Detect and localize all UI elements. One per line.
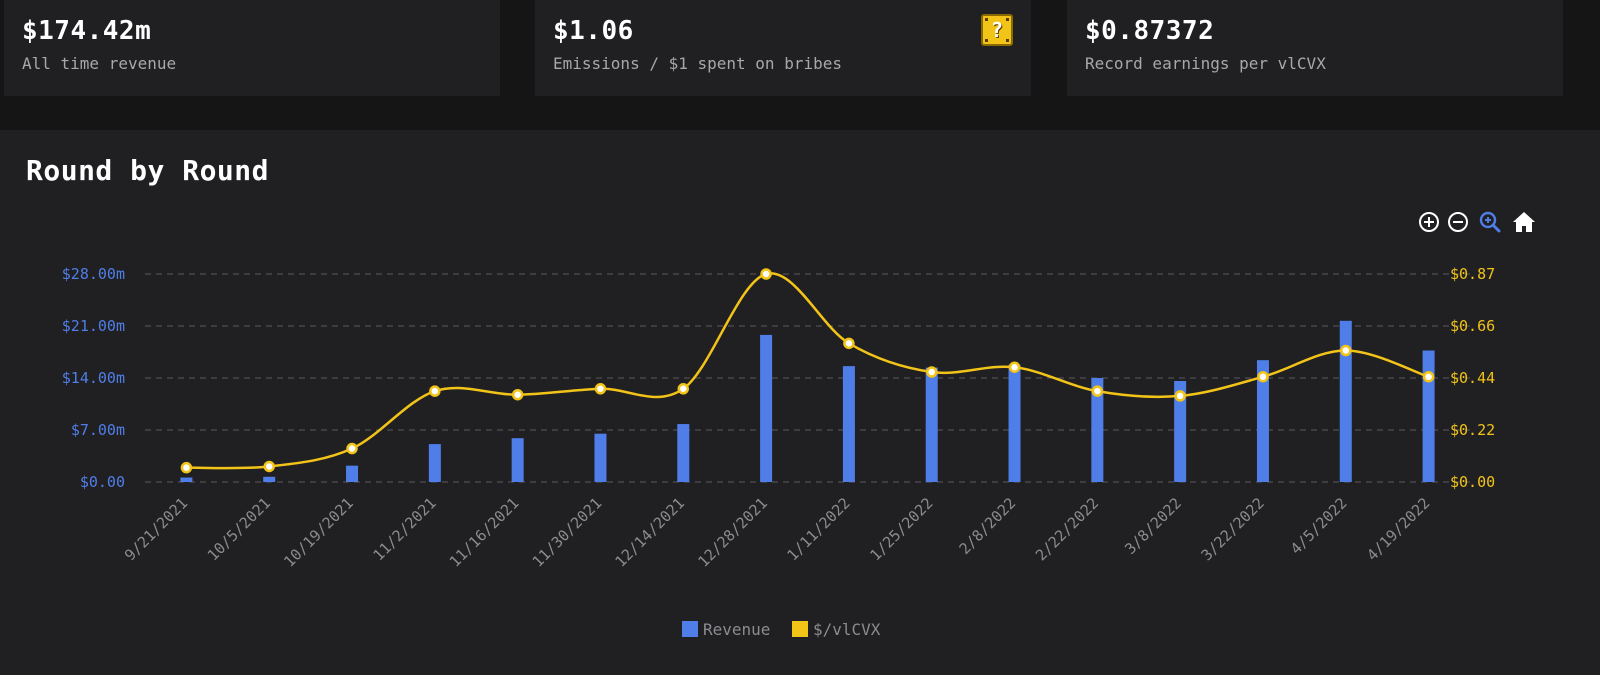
revenue-bar: [594, 433, 607, 482]
x-tick-label: 10/19/2021: [280, 494, 357, 571]
revenue-bar: [428, 444, 441, 482]
x-tick-label: 12/28/2021: [694, 494, 771, 571]
y-right-tick-label: $0.66: [1450, 317, 1495, 335]
x-tick-label: 2/22/2022: [1032, 494, 1102, 564]
revenue-bar: [346, 465, 359, 482]
stat-card-record-earnings: $0.87372 Record earnings per vlCVX: [1067, 0, 1563, 96]
revenue-bar: [842, 366, 855, 482]
x-tick-label: 10/5/2021: [204, 494, 274, 564]
home-icon[interactable]: [1512, 210, 1536, 234]
question-block-icon[interactable]: ?: [981, 14, 1013, 46]
stat-label: All time revenue: [22, 54, 177, 73]
y-right-tick-label: $0.87: [1450, 265, 1495, 283]
vlcvx-point: [843, 337, 855, 350]
vlcvx-point: [180, 461, 193, 474]
stat-label: Emissions / $1 spent on bribes: [553, 54, 842, 73]
vlcvx-point: [1257, 371, 1269, 383]
legend-swatch-vlcvx: [792, 621, 808, 637]
revenue-bar: [1008, 364, 1021, 482]
zoom-select-icon[interactable]: [1478, 210, 1502, 234]
legend-layer: Revenue $/vlCVX: [682, 620, 881, 639]
panel-title: Round by Round: [26, 154, 270, 187]
revenue-bar: [263, 476, 276, 482]
vlcvx-point: [760, 268, 772, 280]
x-tick-label: 1/25/2022: [866, 494, 936, 564]
vlcvx-point: [263, 460, 275, 473]
y-left-tick-label: $7.00m: [71, 421, 125, 439]
round-by-round-panel: $0.00 $7.00m $14.00m $21.00m $28.00m $0.00 $0.…: [0, 130, 1600, 675]
y-right-tick-label: $0.22: [1450, 421, 1495, 439]
y-right-tick-label: $0.44: [1450, 369, 1495, 387]
line-layer: [180, 268, 1435, 474]
revenue-bar: [511, 438, 524, 482]
revenue-bar: [925, 367, 938, 482]
vlcvx-point: [1422, 371, 1435, 383]
revenue-bar: [1339, 320, 1352, 482]
vlcvx-point: [1008, 361, 1021, 373]
x-tick-label: 11/16/2021: [446, 494, 523, 571]
vlcvx-point: [677, 383, 690, 395]
legend-swatch-revenue: [682, 621, 698, 637]
x-tick-label: 9/21/2021: [121, 494, 191, 564]
revenue-bar: [1174, 380, 1187, 482]
stat-value: $1.06: [553, 16, 634, 46]
vlcvx-line: [186, 272, 1429, 470]
x-tick-label: 1/11/2022: [784, 494, 854, 564]
vlcvx-point: [1091, 385, 1104, 397]
vlcvx-point: [429, 385, 441, 397]
round-by-round-chart: $0.00 $7.00m $14.00m $21.00m $28.00m $0.00 $0.…: [62, 265, 1495, 639]
y-left-tick-label: $14.00m: [62, 369, 125, 387]
revenue-bar: [180, 477, 193, 482]
stat-value: $174.42m: [22, 16, 152, 46]
x-tick-label: 3/22/2022: [1198, 494, 1268, 564]
vlcvx-point: [1340, 344, 1352, 357]
x-tick-label: 4/5/2022: [1287, 494, 1351, 558]
x-tick-label: 12/14/2021: [612, 494, 689, 571]
x-tick-label: 3/8/2022: [1121, 494, 1185, 558]
revenue-bar: [1091, 378, 1104, 482]
x-tick-label: 11/30/2021: [529, 494, 606, 571]
vlcvx-point: [346, 442, 358, 455]
bar-layer: [180, 320, 1435, 482]
stat-card-emissions: $1.06 Emissions / $1 spent on bribes ?: [535, 0, 1031, 96]
y-left-tick-label: $28.00m: [62, 265, 125, 283]
revenue-bar: [677, 424, 690, 482]
x-tick-label: 11/2/2021: [369, 494, 439, 564]
y-left-tick-label: $0.00: [80, 473, 125, 491]
stat-label: Record earnings per vlCVX: [1085, 54, 1326, 73]
grid-layer: [145, 273, 1470, 483]
zoom-in-icon[interactable]: [1417, 210, 1441, 234]
legend-label-revenue: Revenue: [703, 620, 770, 639]
vlcvx-point: [925, 366, 938, 378]
vlcvx-point: [594, 383, 607, 395]
revenue-bar: [1256, 360, 1269, 482]
stat-value: $0.87372: [1085, 16, 1215, 46]
legend-label-vlcvx: $/vlCVX: [813, 620, 881, 639]
x-tick-label: 2/8/2022: [956, 494, 1020, 558]
revenue-bar: [1422, 350, 1435, 482]
y-right-tick-label: $0.00: [1450, 473, 1495, 491]
chart-toolbar: [1419, 210, 1560, 236]
y-left-tick-label: $21.00m: [62, 317, 125, 335]
vlcvx-point: [1174, 390, 1186, 402]
stat-card-revenue: $174.42m All time revenue: [4, 0, 500, 96]
vlcvx-point: [511, 388, 524, 401]
axis-layer: $0.00 $7.00m $14.00m $21.00m $28.00m $0.00 $0.…: [62, 265, 1495, 571]
zoom-out-icon[interactable]: [1446, 210, 1470, 234]
x-tick-label: 4/19/2022: [1363, 494, 1433, 564]
revenue-bar: [760, 334, 773, 482]
